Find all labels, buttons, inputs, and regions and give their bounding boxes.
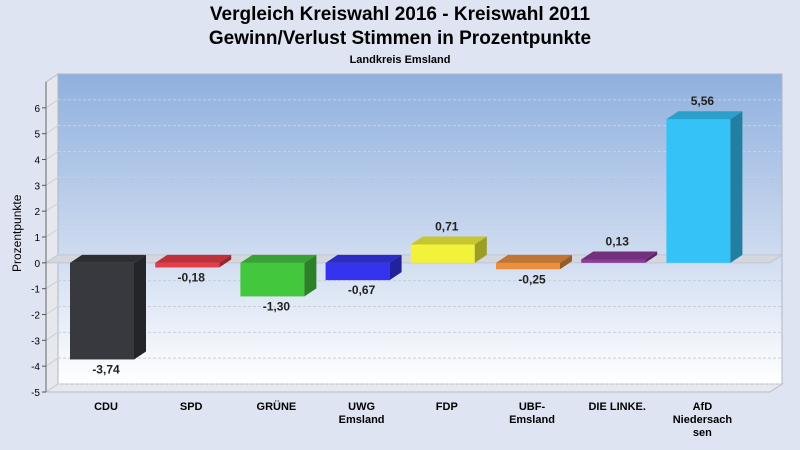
y-tick-label: -3 bbox=[31, 336, 40, 347]
x-tick-label: SPD bbox=[180, 401, 203, 413]
gridline-side bbox=[45, 357, 59, 367]
x-tick-label: Niedersach bbox=[673, 414, 733, 426]
bar[interactable] bbox=[666, 111, 743, 263]
data-label: -3,74 bbox=[92, 362, 120, 376]
data-label: -0,67 bbox=[348, 283, 376, 297]
bar-front bbox=[325, 262, 390, 281]
chart-region-label: Landkreis Emsland bbox=[349, 54, 451, 66]
bar-side bbox=[134, 254, 146, 360]
bar-front bbox=[496, 262, 560, 270]
data-label: -1,30 bbox=[263, 299, 291, 313]
bar-side bbox=[219, 254, 232, 268]
chart-title: Vergleich Kreiswahl 2016 - Kreiswahl 201… bbox=[209, 4, 591, 25]
bar-side bbox=[304, 254, 317, 297]
y-tick-label: 3 bbox=[34, 181, 40, 192]
bar[interactable] bbox=[325, 254, 402, 281]
gridline-side bbox=[45, 383, 59, 393]
bar-front bbox=[155, 262, 220, 268]
x-tick-label: UBF- bbox=[519, 401, 546, 413]
y-tick-label: 1 bbox=[34, 233, 40, 244]
bar-front bbox=[666, 119, 731, 263]
y-tick-label: 6 bbox=[34, 104, 40, 115]
y-tick-label: -1 bbox=[31, 285, 40, 296]
bar[interactable] bbox=[410, 236, 487, 263]
bar-side bbox=[560, 254, 572, 270]
gridline-side bbox=[45, 99, 59, 109]
bar-top bbox=[496, 254, 572, 263]
gridline-side bbox=[45, 280, 59, 290]
bar-top bbox=[240, 254, 317, 263]
gridline-side bbox=[45, 331, 59, 341]
bar-top bbox=[155, 254, 232, 263]
bar-front bbox=[410, 244, 475, 263]
bar-top bbox=[410, 236, 487, 245]
x-tick-label: Emsland bbox=[509, 414, 555, 426]
bar-front bbox=[70, 262, 134, 360]
x-tick-label: sen bbox=[693, 427, 712, 439]
bar[interactable] bbox=[581, 251, 658, 263]
bar[interactable] bbox=[496, 254, 572, 270]
bar[interactable] bbox=[70, 254, 146, 360]
x-tick-label: FDP bbox=[436, 401, 458, 413]
y-tick-label: 4 bbox=[34, 156, 40, 167]
gridline-side bbox=[45, 306, 59, 315]
bar-front bbox=[240, 262, 305, 297]
y-tick-label: -5 bbox=[31, 388, 40, 399]
bar-top bbox=[666, 111, 743, 120]
y-tick-label: 5 bbox=[34, 130, 40, 141]
data-label: -0,25 bbox=[518, 272, 546, 286]
x-tick-label: GRÜNE bbox=[257, 400, 297, 413]
data-label: -0,18 bbox=[178, 270, 206, 284]
bar-side bbox=[389, 254, 402, 281]
bar-front bbox=[581, 259, 646, 263]
y-tick-label: 2 bbox=[34, 207, 40, 218]
x-tick-label: AfD bbox=[693, 401, 713, 413]
x-tick-label: Emsland bbox=[339, 414, 385, 426]
y-tick-label: 0 bbox=[34, 259, 40, 270]
bar-top bbox=[325, 254, 402, 263]
bar-side bbox=[474, 236, 487, 263]
bar[interactable] bbox=[155, 254, 232, 268]
x-tick-label: UWG bbox=[348, 401, 375, 413]
plot-floor bbox=[44, 383, 784, 393]
y-tick-label: -4 bbox=[31, 362, 40, 373]
bar-side bbox=[645, 251, 658, 263]
x-tick-label: DIE LINKE. bbox=[588, 401, 645, 413]
y-tick-label: -2 bbox=[31, 311, 40, 322]
bar-side bbox=[730, 111, 743, 263]
gridline-side bbox=[45, 125, 59, 135]
bar-top bbox=[70, 254, 146, 263]
x-tick-label: CDU bbox=[94, 401, 118, 413]
bar-top bbox=[581, 251, 658, 260]
bar[interactable] bbox=[240, 254, 317, 297]
gridline-side bbox=[45, 202, 59, 212]
gridline-side bbox=[45, 228, 59, 238]
gridline-side bbox=[45, 151, 59, 160]
data-label: 5,56 bbox=[691, 94, 715, 108]
data-label: 0,13 bbox=[606, 234, 630, 248]
data-label: 0,71 bbox=[435, 219, 459, 233]
chart-subtitle: Gewinn/Verlust Stimmen in Prozentpunkte bbox=[208, 28, 592, 49]
gridline-side bbox=[45, 176, 59, 186]
